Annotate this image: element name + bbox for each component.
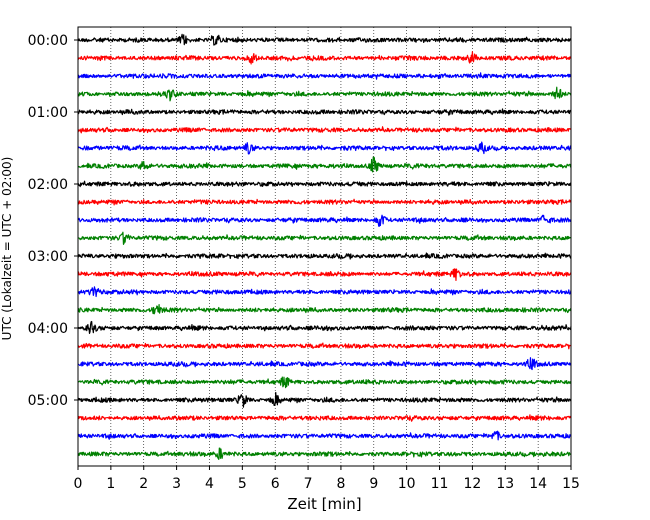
x-tick-label: 12 (463, 476, 481, 492)
seismic-trace (77, 51, 572, 65)
seismic-trace (77, 72, 572, 80)
y-axis-label: UTC (Lokalzeit = UTC + 02:00) (0, 157, 14, 341)
x-axis-label: Zeit [min] (287, 495, 361, 513)
y-tick-label: 05:00 (28, 393, 68, 409)
seismic-trace (77, 414, 572, 422)
seismic-trace (77, 180, 572, 188)
x-tick-label: 5 (238, 476, 247, 492)
x-tick-label: 7 (304, 476, 313, 492)
x-tick-label: 14 (529, 476, 547, 492)
x-axis-ticks: 0 1 2 3 4 5 6 7 8 9 10 11 12 13 14 15 (74, 466, 580, 492)
x-tick-label: 11 (431, 476, 449, 492)
y-tick-label: 04:00 (28, 321, 68, 337)
x-tick-label: 0 (74, 476, 83, 492)
x-tick-label: 6 (271, 476, 280, 492)
seismic-trace (77, 320, 572, 335)
seismic-trace (77, 342, 572, 350)
seismic-trace (77, 231, 572, 245)
seismic-trace (77, 141, 572, 155)
x-tick-label: 13 (496, 476, 514, 492)
seismic-trace (77, 286, 572, 298)
vertical-grid (110, 27, 539, 466)
seismic-trace (77, 447, 572, 460)
x-tick-label: 4 (205, 476, 214, 492)
seismic-trace (77, 357, 572, 371)
seismic-trace (77, 252, 572, 260)
seismic-trace (77, 33, 572, 46)
plot-frame (77, 26, 572, 467)
x-tick-label: 3 (172, 476, 181, 492)
seismic-trace (77, 86, 572, 102)
y-tick-label: 00:00 (28, 33, 68, 49)
seismic-trace (77, 198, 572, 206)
seismic-trace (77, 214, 572, 227)
seismic-trace (77, 430, 572, 441)
seismic-trace (77, 391, 572, 408)
seismic-trace (77, 268, 572, 282)
x-tick-label: 1 (106, 476, 115, 492)
x-tick-label: 2 (139, 476, 148, 492)
y-tick-label: 02:00 (28, 177, 68, 193)
seismic-trace (77, 126, 572, 134)
y-tick-label: 03:00 (28, 249, 68, 265)
y-axis-ticks: 00:00 01:00 02:00 03:00 04:00 05:00 (28, 33, 78, 409)
seismic-trace (77, 156, 572, 173)
y-tick-label: 01:00 (28, 105, 68, 121)
traces-group (77, 33, 572, 460)
seismic-trace (77, 376, 572, 389)
x-tick-label: 9 (369, 476, 378, 492)
x-tick-label: 15 (562, 476, 580, 492)
x-tick-label: 8 (336, 476, 345, 492)
seismic-trace (77, 304, 572, 315)
x-tick-label: 10 (398, 476, 416, 492)
seismic-trace (77, 108, 572, 116)
